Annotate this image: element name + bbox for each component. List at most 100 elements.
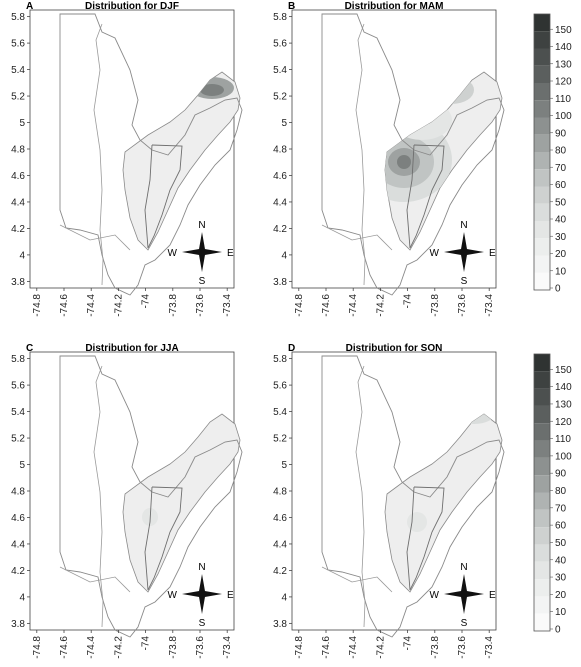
colorbar-swatch	[534, 579, 550, 597]
map-panel-d: D Distribution for SON 5.8 5.6 5.4 5.2 5 4.8 4.6…	[273, 343, 505, 659]
lon-tick-label: -74.6	[321, 294, 332, 317]
lon-tick-label: -74.4	[348, 294, 359, 317]
colorbar-swatch	[534, 440, 550, 458]
lon-tick-label: -74	[141, 636, 152, 651]
map-panel-c: C Distribution for JJA 5.8 5.6 5.4 5.2 5 4.8 4.6…	[11, 343, 243, 659]
lat-tick-label: 4.4	[11, 197, 25, 208]
colorbar-label: 80	[555, 486, 567, 497]
lat-tick-label: 5	[19, 460, 25, 471]
lon-tick-label: -73.6	[457, 636, 468, 659]
colorbar-swatch	[534, 544, 550, 562]
map-panel-a: A Distribution for DJF 5.8 5.6 5.4 5.2 5 4.8 4.6…	[11, 1, 243, 317]
lon-tick-label: -74.6	[321, 636, 332, 659]
lat-tick-label: 3.8	[11, 277, 25, 288]
compass-w: W	[430, 590, 440, 601]
lat-tick-label: 5.8	[11, 354, 25, 365]
colorbar-label: 30	[555, 232, 567, 243]
colorbar-swatch	[534, 238, 550, 256]
colorbar-label: 130	[555, 59, 572, 70]
compass-s: S	[461, 618, 468, 629]
lon-tick-label: -74	[141, 294, 152, 309]
lat-tick-label: 4.2	[11, 566, 25, 577]
compass-e: E	[227, 590, 234, 601]
compass-w: W	[168, 248, 178, 259]
colorbar-label: 50	[555, 538, 567, 549]
compass-n: N	[460, 562, 467, 573]
colorbar-label: 10	[555, 607, 567, 618]
lat-tick-label: 3.8	[273, 619, 287, 630]
lat-tick-label: 4.6	[11, 513, 25, 524]
lat-tick-label: 4	[281, 250, 287, 261]
colorbar-swatch	[534, 475, 550, 493]
contour-blob	[397, 155, 411, 169]
colorbar-swatch	[534, 221, 550, 239]
compass-n: N	[460, 220, 467, 231]
lon-tick-label: -74.6	[59, 294, 70, 317]
compass-s: S	[199, 276, 206, 287]
lat-tick-label: 5	[19, 118, 25, 129]
panel-letter: A	[26, 1, 33, 12]
lon-tick-label: -74	[403, 636, 414, 651]
panel-title: Distribution for DJF	[85, 1, 179, 12]
lat-tick-label: 3.8	[11, 619, 25, 630]
lat-tick-label: 5.4	[11, 65, 25, 76]
colorbar-label: 150	[555, 365, 572, 376]
lon-tick-label: -74.6	[59, 636, 70, 659]
map-panel-b: B Distribution for MAM 5.8 5.6 5.4 5.2 5 4.8 4.6…	[273, 1, 505, 317]
colorbar-label: 20	[555, 249, 567, 260]
lon-tick-label: -74.8	[294, 636, 305, 659]
lon-tick-label: -73.8	[168, 636, 179, 659]
lat-tick-label: 4.8	[11, 145, 25, 156]
lat-tick-label: 5.4	[273, 407, 287, 418]
lon-tick-label: -73.4	[484, 636, 495, 659]
compass-icon: N S W E	[168, 562, 234, 629]
colorbar-label: 10	[555, 266, 567, 277]
lat-tick-label: 4.4	[273, 539, 287, 550]
panel-title: Distribution for JJA	[85, 343, 178, 354]
panel-title: Distribution for SON	[346, 343, 443, 354]
lat-tick-label: 5.2	[273, 434, 287, 445]
lon-tick-label: -73.4	[222, 636, 233, 659]
lat-tick-label: 4	[19, 592, 25, 603]
lat-tick-label: 4	[281, 592, 287, 603]
compass-e: E	[227, 248, 234, 259]
lon-tick-label: -74	[403, 294, 414, 309]
lat-tick-label: 5.2	[273, 92, 287, 103]
colorbar-label: 20	[555, 590, 567, 601]
colorbar-swatch	[534, 203, 550, 221]
lon-tick-label: -73.8	[168, 294, 179, 317]
colorbar-swatch	[534, 596, 550, 614]
lon-tick-label: -74.8	[32, 636, 43, 659]
lat-tick-label: 5	[281, 118, 287, 129]
colorbar-label: 50	[555, 197, 567, 208]
colorbar-swatch	[534, 65, 550, 83]
colorbar-label: 150	[555, 25, 572, 36]
colorbar-label: 90	[555, 128, 567, 139]
colorbar-swatch	[534, 48, 550, 66]
lat-tick-label: 4.2	[273, 566, 287, 577]
lat-tick-label: 4	[19, 250, 25, 261]
colorbar-swatch	[534, 354, 550, 372]
lat-tick-label: 5.8	[273, 354, 287, 365]
colorbar-label: 110	[555, 434, 571, 445]
colorbar-label: 140	[555, 42, 572, 53]
colorbar-swatch	[534, 388, 550, 406]
lon-tick-label: -74.8	[32, 294, 43, 317]
panel-title: Distribution for MAM	[345, 1, 444, 12]
lat-tick-label: 4.8	[11, 487, 25, 498]
colorbar-label: 40	[555, 555, 567, 566]
compass-w: W	[430, 248, 440, 259]
compass-s: S	[461, 276, 468, 287]
colorbar-swatch	[534, 272, 550, 290]
lat-tick-label: 5	[281, 460, 287, 471]
lat-tick-label: 5.6	[273, 39, 287, 50]
lat-tick-label: 5.2	[11, 92, 25, 103]
compass-icon: N S W E	[168, 220, 234, 287]
colorbar-swatch	[534, 457, 550, 476]
colorbar-swatch	[534, 83, 550, 101]
lon-tick-label: -74.4	[86, 294, 97, 317]
colorbar-swatch	[534, 186, 550, 204]
